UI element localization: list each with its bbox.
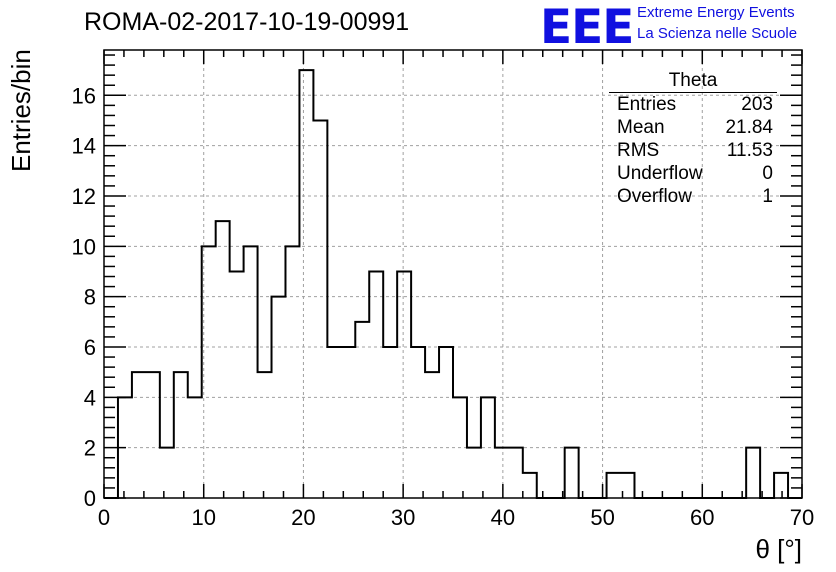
stats-box-title: Theta: [609, 70, 777, 93]
y-tick-label: 2: [84, 436, 96, 461]
stats-label: Overflow: [617, 186, 692, 207]
stats-label: Underflow: [617, 163, 703, 184]
stats-value: 21.84: [725, 117, 773, 138]
y-tick-label: 10: [72, 234, 96, 259]
histogram-bin: [355, 322, 369, 498]
x-tick-label: 20: [291, 505, 315, 530]
y-tick-label: 16: [72, 83, 96, 108]
x-tick-label: 10: [191, 505, 215, 530]
histogram-bin: [272, 297, 286, 498]
stats-row-entries: Entries 203: [609, 93, 777, 116]
y-tick-label: 12: [72, 184, 96, 209]
logo-line-2: La Scienza nelle Scuole: [637, 25, 798, 42]
x-tick-label: 40: [491, 505, 515, 530]
histogram-bin: [132, 372, 146, 498]
histogram-bin: [411, 347, 425, 498]
histogram-bin: [341, 347, 355, 498]
chart-title: ROMA-02-2017-10-19-00991: [84, 8, 410, 36]
histogram-bin: [216, 221, 230, 498]
y-tick-label: 6: [84, 335, 96, 360]
histogram-bin: [327, 347, 341, 498]
histogram-bin: [244, 246, 258, 498]
stats-row-mean: Mean 21.84: [609, 116, 777, 139]
histogram-bin: [202, 246, 216, 498]
x-tick-label: 30: [391, 505, 415, 530]
histogram-bin: [607, 473, 621, 498]
stats-value: 203: [741, 94, 773, 115]
eee-logo: EEE: [540, 0, 634, 55]
stats-row-overflow: Overflow 1: [609, 185, 777, 208]
stats-row-rms: RMS 11.53: [609, 139, 777, 162]
stats-value: 0: [762, 163, 773, 184]
y-tick-label: 0: [84, 486, 96, 511]
stats-value: 1: [762, 186, 773, 207]
histogram-bin: [188, 397, 202, 498]
histogram-bin: [453, 397, 467, 498]
plot-frame: [103, 49, 803, 499]
stats-row-underflow: Underflow 0: [609, 162, 777, 185]
histogram-bin: [774, 473, 788, 498]
x-tick-label: 70: [790, 505, 814, 530]
x-tick-label: 60: [690, 505, 714, 530]
grid-lines: [104, 50, 802, 498]
histogram-bin: [285, 246, 299, 498]
y-tick-label: 8: [84, 285, 96, 310]
stats-label: RMS: [617, 140, 660, 161]
histogram-bin: [481, 397, 495, 498]
x-tick-label: 50: [590, 505, 614, 530]
histogram-bin: [565, 448, 579, 498]
histogram-bin: [523, 473, 537, 498]
stats-box: Theta Entries 203 Mean 21.84 RMS 11.53 U…: [609, 70, 777, 208]
x-tick-label: 0: [98, 505, 110, 530]
histogram-bin: [299, 70, 313, 498]
histogram-bin: [746, 448, 760, 498]
histogram-bin: [160, 448, 174, 498]
histogram-bin: [397, 271, 411, 498]
histogram-bin: [258, 372, 272, 498]
histogram-bin: [509, 448, 523, 498]
logo-line-1: Extreme Energy Events: [637, 4, 795, 21]
y-tick-label: 14: [72, 134, 96, 159]
histogram-bin: [495, 448, 509, 498]
y-tick-label: 4: [84, 385, 96, 410]
x-axis-label: θ [°]: [755, 534, 802, 564]
histogram-bin: [146, 372, 160, 498]
histogram-bin: [439, 347, 453, 498]
histogram-bin: [313, 120, 327, 498]
y-axis-label: Entries/bin: [6, 49, 36, 172]
stats-value: 11.53: [726, 140, 773, 161]
stats-label: Entries: [617, 94, 677, 115]
stats-label: Mean: [617, 117, 665, 138]
histogram-bin: [467, 448, 481, 498]
histogram-bin: [369, 271, 383, 498]
histogram-bin: [425, 372, 439, 498]
histogram-bin: [230, 271, 244, 498]
histogram-bin: [174, 372, 188, 498]
histogram-bin: [383, 347, 397, 498]
